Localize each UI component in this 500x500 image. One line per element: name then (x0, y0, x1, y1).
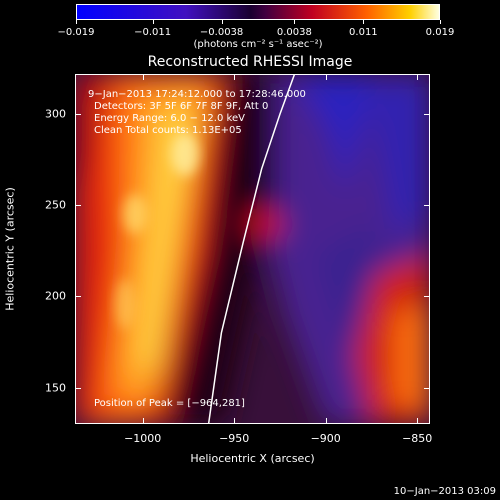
x-tick-mark (142, 74, 144, 80)
colorbar-tick-label: −0.019 (57, 27, 95, 38)
annotation-clean: Clean Total counts: 1.13E+05 (94, 125, 242, 136)
y-tick-mark (424, 205, 430, 207)
x-tick-mark (325, 74, 327, 80)
colorbar (76, 4, 440, 20)
y-tick-mark (75, 114, 81, 116)
x-tick-mark (234, 74, 236, 80)
colorbar-tick-mark (152, 20, 154, 24)
x-tick-mark (417, 418, 419, 424)
timestamp-footer: 10−Jan−2013 03:09 (393, 486, 496, 497)
colorbar-unit-label: (photons cm⁻² s⁻¹ asec⁻²) (193, 39, 323, 50)
y-tick-mark (75, 205, 81, 207)
y-tick-mark (424, 387, 430, 389)
y-tick-label: 150 (45, 381, 66, 395)
colorbar-tick-label: 0.0038 (276, 27, 312, 38)
x-tick-label: −900 (310, 432, 341, 445)
colorbar-tick-mark (363, 20, 365, 24)
y-tick-label: 200 (45, 289, 66, 303)
annotation-peak: Position of Peak = [−964,281] (94, 398, 245, 409)
x-tick-label: −1000 (124, 432, 162, 445)
x-axis-label: Heliocentric X (arcsec) (190, 452, 315, 465)
colorbar-tick-mark (76, 20, 77, 24)
y-tick-label: 250 (45, 198, 66, 212)
x-tick-label: −950 (219, 432, 250, 445)
annotation-time-range: 9−Jan−2013 17:24:12.000 to 17:28:46.000 (88, 89, 306, 100)
y-tick-mark (424, 296, 430, 298)
annotation-detectors: Detectors: 3F 5F 6F 7F 8F 9F, Att 0 (94, 101, 269, 112)
solar-limb-curve (207, 74, 296, 424)
y-tick-label: 300 (45, 107, 66, 121)
colorbar-tick-mark (294, 20, 296, 24)
rhessi-image (75, 74, 430, 424)
y-tick-mark (75, 387, 81, 389)
colorbar-tick-label: −0.011 (134, 27, 172, 38)
x-tick-mark (417, 74, 419, 80)
x-tick-mark (142, 418, 144, 424)
y-tick-mark (424, 114, 430, 116)
x-tick-label: −850 (402, 432, 433, 445)
chart-title: Reconstructed RHESSI Image (147, 54, 353, 70)
colorbar-tick-mark (440, 20, 441, 24)
colorbar-tick-mark (221, 20, 223, 24)
annotation-energy: Energy Range: 6.0 − 12.0 keV (94, 113, 245, 124)
x-tick-mark (234, 418, 236, 424)
colorbar-gradient (77, 5, 439, 19)
colorbar-tick-label: 0.019 (425, 27, 455, 38)
colorbar-tick-label: −0.0038 (199, 27, 244, 38)
y-tick-mark (75, 296, 81, 298)
x-tick-mark (325, 418, 327, 424)
y-axis-label: Heliocentric Y (arcsec) (3, 187, 17, 311)
colorbar-tick-label: 0.011 (349, 27, 378, 38)
